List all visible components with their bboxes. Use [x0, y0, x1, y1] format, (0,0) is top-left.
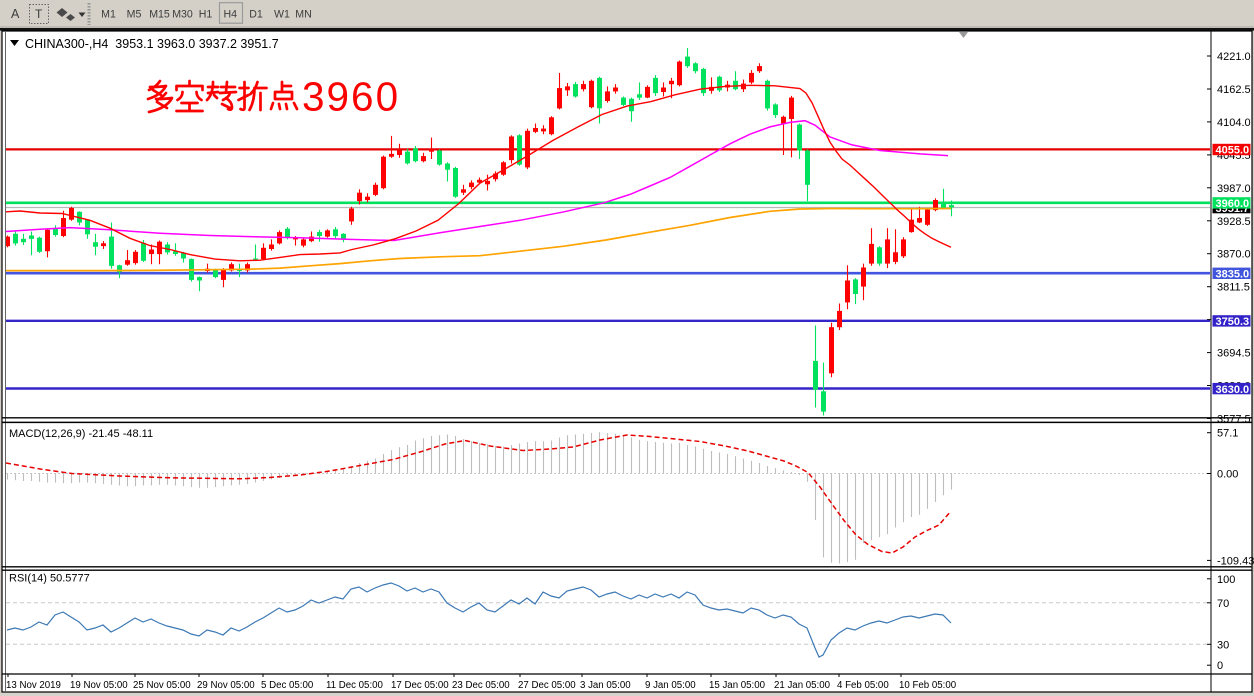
svg-text:100: 100	[1217, 574, 1235, 586]
svg-text:M5: M5	[127, 9, 142, 21]
svg-text:3630.0: 3630.0	[1216, 384, 1250, 396]
svg-text:25 Nov 05:00: 25 Nov 05:00	[133, 680, 191, 691]
svg-text:3694.5: 3694.5	[1217, 348, 1251, 360]
svg-text:M1: M1	[101, 9, 116, 21]
svg-text:-109.43: -109.43	[1217, 555, 1254, 567]
svg-text:3577.5: 3577.5	[1217, 414, 1251, 426]
svg-text:57.1: 57.1	[1217, 428, 1238, 440]
svg-text:23 Dec 05:00: 23 Dec 05:00	[452, 680, 510, 691]
svg-text:11 Dec 05:00: 11 Dec 05:00	[326, 680, 384, 691]
svg-text:70: 70	[1217, 598, 1229, 610]
svg-text:17 Dec 05:00: 17 Dec 05:00	[391, 680, 449, 691]
svg-text:CHINA300-,H4 3953.1 3963.0 39: CHINA300-,H4 3953.1 3963.0 3937.2 3951.7	[25, 37, 279, 51]
svg-text:H4: H4	[224, 9, 238, 21]
svg-text:3750.3: 3750.3	[1216, 316, 1250, 328]
svg-text:4104.0: 4104.0	[1217, 117, 1251, 129]
svg-text:27 Dec 05:00: 27 Dec 05:00	[518, 680, 576, 691]
svg-text:0.00: 0.00	[1217, 469, 1238, 481]
svg-text:3870.0: 3870.0	[1217, 249, 1251, 261]
svg-text:21 Jan 05:00: 21 Jan 05:00	[774, 680, 831, 691]
svg-text:M15: M15	[149, 9, 170, 21]
svg-text:3987.0: 3987.0	[1217, 183, 1251, 195]
svg-text:4162.5: 4162.5	[1217, 84, 1251, 96]
svg-text:3811.5: 3811.5	[1217, 282, 1250, 294]
svg-text:4221.0: 4221.0	[1217, 51, 1251, 63]
svg-text:3928.5: 3928.5	[1217, 216, 1251, 228]
svg-text:4055.0: 4055.0	[1216, 145, 1250, 157]
svg-text:10 Feb 05:00: 10 Feb 05:00	[899, 680, 957, 691]
svg-text:M30: M30	[172, 9, 193, 21]
svg-text:D1: D1	[249, 9, 263, 21]
svg-text:9 Jan 05:00: 9 Jan 05:00	[645, 680, 696, 691]
svg-text:19 Nov 05:00: 19 Nov 05:00	[70, 680, 128, 691]
svg-text:MACD(12,26,9) -21.45 -48.11: MACD(12,26,9) -21.45 -48.11	[9, 428, 153, 440]
svg-text:3 Jan 05:00: 3 Jan 05:00	[580, 680, 631, 691]
svg-text:3960.0: 3960.0	[1216, 198, 1250, 210]
svg-text:T: T	[35, 7, 43, 21]
svg-text:MN: MN	[295, 9, 311, 21]
svg-text:0: 0	[1217, 660, 1223, 672]
svg-text:H1: H1	[199, 9, 213, 21]
svg-text:29 Nov 05:00: 29 Nov 05:00	[197, 680, 255, 691]
svg-text:4 Feb 05:00: 4 Feb 05:00	[837, 680, 889, 691]
svg-text:13 Nov 2019: 13 Nov 2019	[6, 680, 61, 691]
svg-text:RSI(14) 50.5777: RSI(14) 50.5777	[9, 573, 90, 585]
svg-text:W1: W1	[274, 9, 290, 21]
svg-text:30: 30	[1217, 639, 1229, 651]
svg-text:3835.0: 3835.0	[1216, 269, 1250, 281]
svg-text:5 Dec 05:00: 5 Dec 05:00	[261, 680, 314, 691]
svg-text:15 Jan 05:00: 15 Jan 05:00	[709, 680, 766, 691]
svg-text:3960: 3960	[302, 74, 400, 120]
svg-text:A: A	[11, 7, 20, 21]
